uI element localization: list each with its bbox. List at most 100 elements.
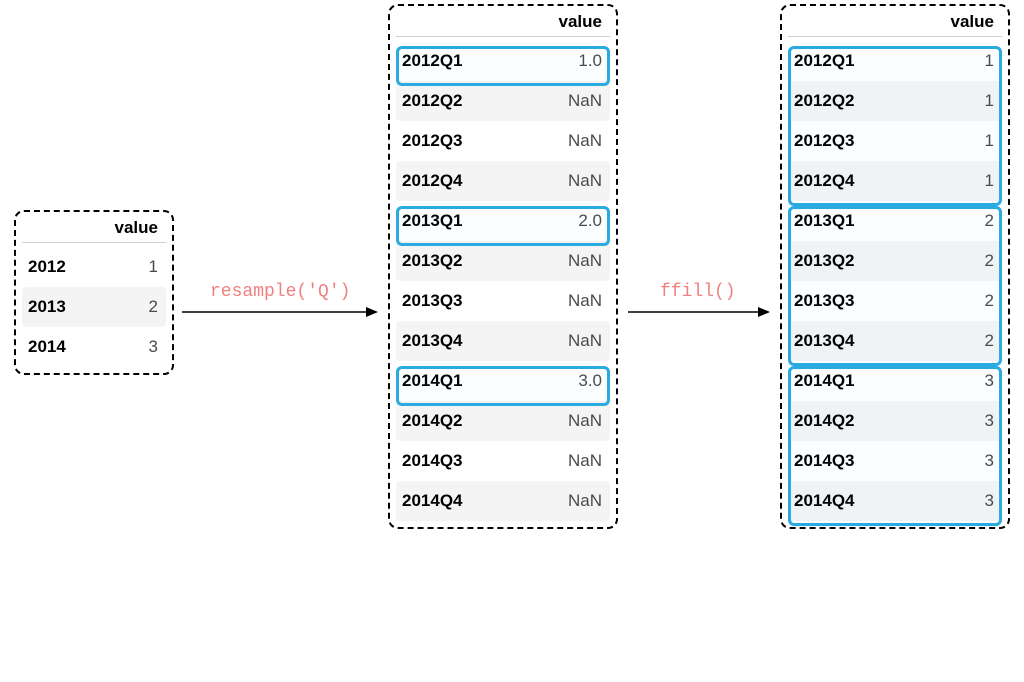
table-annual-header: value: [22, 218, 166, 243]
table-row: 2013Q32: [788, 281, 1002, 321]
table-row: 2014Q2NaN: [396, 401, 610, 441]
row-value: NaN: [488, 131, 604, 151]
row-value: 1: [880, 131, 996, 151]
row-value: 3.0: [488, 371, 604, 391]
row-index: 2012Q2: [402, 91, 488, 111]
resample-label: resample('Q'): [210, 282, 350, 302]
table-row: 2013Q12: [788, 201, 1002, 241]
row-value: NaN: [488, 411, 604, 431]
row-value: 3: [880, 451, 996, 471]
value-header: value: [82, 218, 166, 238]
row-index: 2013Q1: [402, 211, 488, 231]
row-index: 2014Q2: [402, 411, 488, 431]
row-value: 2: [880, 251, 996, 271]
row-index: 2014Q1: [794, 371, 880, 391]
table-row: 2012Q3NaN: [396, 121, 610, 161]
row-value: 1.0: [488, 51, 604, 71]
index-header-spacer: [22, 218, 82, 238]
row-index: 2013: [28, 297, 88, 317]
table-row: 2014Q3NaN: [396, 441, 610, 481]
table-annual-rows: 201212013220143: [22, 247, 166, 367]
row-index: 2013Q3: [402, 291, 488, 311]
row-value: 1: [880, 51, 996, 71]
table-row: 2012Q31: [788, 121, 1002, 161]
row-index: 2013Q4: [794, 331, 880, 351]
table-row: 2012Q21: [788, 81, 1002, 121]
row-value: 2.0: [488, 211, 604, 231]
row-index: 2014Q4: [402, 491, 488, 511]
row-index: 2012Q4: [794, 171, 880, 191]
ffill-label: ffill(): [660, 282, 736, 302]
table-row: 20143: [22, 327, 166, 367]
table-row: 2014Q13.0: [396, 361, 610, 401]
table-row: 2013Q22: [788, 241, 1002, 281]
table-row: 2013Q4NaN: [396, 321, 610, 361]
row-value: NaN: [488, 251, 604, 271]
table-annual: value 201212013220143: [14, 210, 174, 375]
table-row: 2012Q11.0: [396, 41, 610, 81]
table-row: 20132: [22, 287, 166, 327]
row-value: NaN: [488, 331, 604, 351]
row-index: 2014Q3: [794, 451, 880, 471]
table-filled-rows: 2012Q112012Q212012Q312012Q412013Q122013Q…: [788, 41, 1002, 521]
row-value: 3: [880, 411, 996, 431]
row-index: 2014Q3: [402, 451, 488, 471]
table-row: 2014Q13: [788, 361, 1002, 401]
row-value: NaN: [488, 491, 604, 511]
value-header: value: [874, 12, 1002, 32]
row-value: 1: [88, 257, 160, 277]
row-value: 1: [880, 171, 996, 191]
table-row: 2012Q11: [788, 41, 1002, 81]
row-value: NaN: [488, 171, 604, 191]
row-value: 2: [880, 211, 996, 231]
row-value: 3: [88, 337, 160, 357]
row-value: NaN: [488, 91, 604, 111]
row-index: 2013Q4: [402, 331, 488, 351]
row-index: 2013Q2: [794, 251, 880, 271]
row-index: 2014: [28, 337, 88, 357]
row-value: 2: [880, 331, 996, 351]
row-index: 2013Q1: [794, 211, 880, 231]
index-header-spacer: [788, 12, 874, 32]
table-row: 2012Q41: [788, 161, 1002, 201]
index-header-spacer: [396, 12, 482, 32]
table-filled: value 2012Q112012Q212012Q312012Q412013Q1…: [780, 4, 1010, 529]
row-value: NaN: [488, 291, 604, 311]
row-index: 2012Q3: [402, 131, 488, 151]
table-filled-header: value: [788, 12, 1002, 37]
row-index: 2012Q1: [794, 51, 880, 71]
table-row: 2012Q4NaN: [396, 161, 610, 201]
diagram-stage: value 201212013220143 value 2012Q11.0201…: [0, 0, 1024, 682]
table-row: 2014Q23: [788, 401, 1002, 441]
row-index: 2014Q1: [402, 371, 488, 391]
row-index: 2014Q4: [794, 491, 880, 511]
table-row: 2012Q2NaN: [396, 81, 610, 121]
table-row: 20121: [22, 247, 166, 287]
table-row: 2013Q3NaN: [396, 281, 610, 321]
value-header: value: [482, 12, 610, 32]
table-row: 2014Q33: [788, 441, 1002, 481]
table-row: 2014Q4NaN: [396, 481, 610, 521]
row-index: 2012Q4: [402, 171, 488, 191]
row-value: NaN: [488, 451, 604, 471]
table-row: 2013Q2NaN: [396, 241, 610, 281]
row-value: 3: [880, 371, 996, 391]
arrow-ffill: [628, 302, 770, 322]
table-resampled-rows: 2012Q11.02012Q2NaN2012Q3NaN2012Q4NaN2013…: [396, 41, 610, 521]
table-row: 2013Q12.0: [396, 201, 610, 241]
row-value: 3: [880, 491, 996, 511]
row-value: 2: [880, 291, 996, 311]
table-resampled: value 2012Q11.02012Q2NaN2012Q3NaN2012Q4N…: [388, 4, 618, 529]
row-index: 2012Q2: [794, 91, 880, 111]
row-index: 2013Q2: [402, 251, 488, 271]
row-value: 1: [880, 91, 996, 111]
row-index: 2014Q2: [794, 411, 880, 431]
table-resampled-header: value: [396, 12, 610, 37]
row-index: 2012Q3: [794, 131, 880, 151]
row-index: 2012Q1: [402, 51, 488, 71]
row-index: 2012: [28, 257, 88, 277]
row-value: 2: [88, 297, 160, 317]
table-row: 2014Q43: [788, 481, 1002, 521]
arrow-resample: [182, 302, 378, 322]
table-row: 2013Q42: [788, 321, 1002, 361]
